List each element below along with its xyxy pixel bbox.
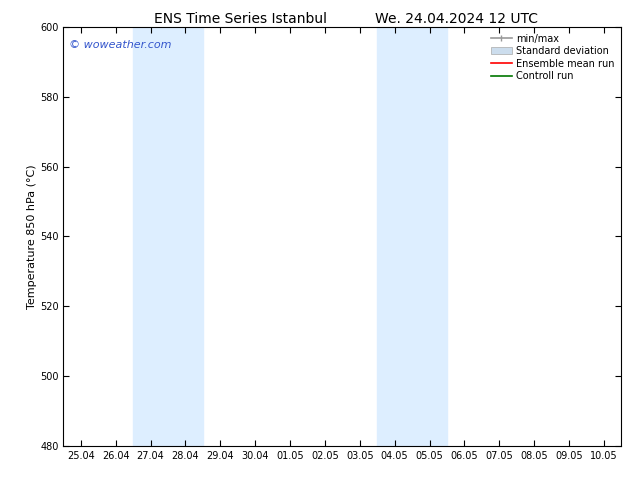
Text: © woweather.com: © woweather.com <box>69 40 171 49</box>
Y-axis label: Temperature 850 hPa (°C): Temperature 850 hPa (°C) <box>27 164 37 309</box>
Legend: min/max, Standard deviation, Ensemble mean run, Controll run: min/max, Standard deviation, Ensemble me… <box>489 32 616 83</box>
Text: We. 24.04.2024 12 UTC: We. 24.04.2024 12 UTC <box>375 12 538 26</box>
Bar <box>133 27 203 446</box>
Bar <box>377 27 447 446</box>
Text: ENS Time Series Istanbul: ENS Time Series Istanbul <box>155 12 327 26</box>
